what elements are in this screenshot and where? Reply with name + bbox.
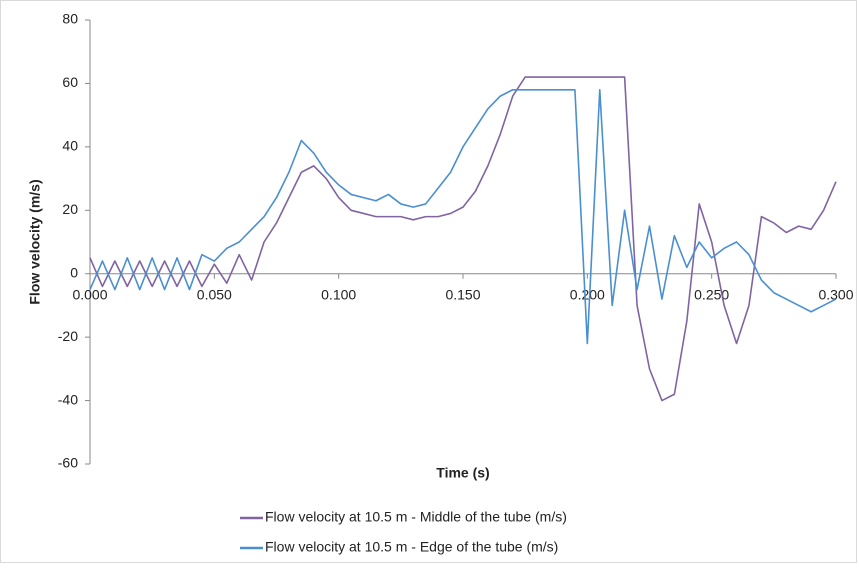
x-tick-label: 0.200 xyxy=(570,286,605,302)
series-line xyxy=(89,76,837,402)
legend-label: Flow velocity at 10.5 m - Edge of the tu… xyxy=(265,539,558,555)
y-axis-label: Flow velocity (m/s) xyxy=(27,179,43,304)
x-tick-label: 0.300 xyxy=(818,286,853,302)
x-tick-label: 0.050 xyxy=(197,286,232,302)
y-tick-label: -20 xyxy=(58,328,78,344)
y-tick-label: 60 xyxy=(62,74,78,90)
y-tick-label: 20 xyxy=(62,201,78,217)
x-axis-label: Time (s) xyxy=(436,465,489,481)
legend-label: Flow velocity at 10.5 m - Middle of the … xyxy=(265,509,567,525)
y-tick-label: 0 xyxy=(70,264,78,280)
series-line xyxy=(89,88,837,345)
y-tick-label: -40 xyxy=(58,391,78,407)
x-tick-label: 0.250 xyxy=(694,286,729,302)
x-tick-label: 0.000 xyxy=(72,286,107,302)
x-tick-label: 0.100 xyxy=(321,286,356,302)
y-tick-label: 80 xyxy=(62,11,78,27)
y-tick-label: -60 xyxy=(58,455,78,471)
x-tick-label: 0.150 xyxy=(445,286,480,302)
y-tick-label: 40 xyxy=(62,138,78,154)
